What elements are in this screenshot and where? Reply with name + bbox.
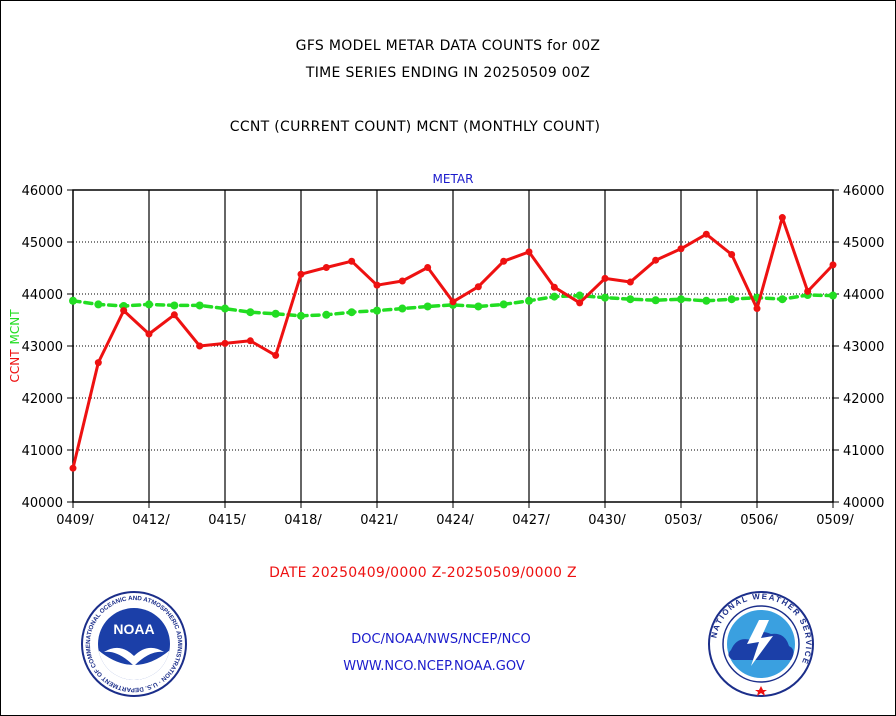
chart-title-line2: TIME SERIES ENDING IN 20250509 00Z	[305, 65, 591, 81]
data-point-ccnt	[272, 351, 280, 359]
data-point-mcnt	[246, 308, 255, 317]
data-point-ccnt	[601, 274, 609, 282]
y-tick-label-right: 43000	[843, 340, 884, 355]
x-tick-label: 0503/	[664, 513, 702, 528]
data-point-ccnt	[702, 230, 710, 238]
chart-title-line3: CCNT (CURRENT COUNT) MCNT (MONTHLY COUNT…	[229, 119, 601, 135]
y-tick-label-right: 44000	[843, 288, 884, 303]
date-range-label: DATE 20250409/0000 Z-20250509/0000 Z	[269, 565, 577, 581]
data-point-ccnt	[297, 270, 305, 278]
x-tick-label: 0509/	[816, 513, 854, 528]
data-point-ccnt	[728, 250, 736, 258]
data-point-ccnt	[626, 278, 634, 286]
x-tick-label: 0418/	[284, 513, 322, 528]
data-point-mcnt	[525, 296, 533, 305]
y-tick-label-right: 46000	[843, 184, 884, 199]
data-point-mcnt	[778, 295, 787, 304]
data-point-ccnt	[424, 263, 432, 271]
data-point-ccnt	[196, 342, 204, 350]
y-tick-label-left: 45000	[22, 236, 63, 251]
y-axis-label-mcnt: MCNT	[8, 309, 22, 345]
data-point-ccnt	[829, 261, 837, 269]
data-point-ccnt	[246, 337, 254, 345]
data-point-mcnt	[601, 293, 609, 302]
data-point-mcnt	[271, 309, 280, 318]
data-point-mcnt	[550, 292, 559, 301]
chart-title-line1: GFS MODEL METAR DATA COUNTS for 00Z	[295, 38, 601, 54]
data-point-ccnt	[652, 256, 660, 264]
y-tick-label-left: 42000	[22, 392, 63, 407]
y-tick-label-right: 40000	[843, 496, 884, 511]
data-point-mcnt	[702, 296, 711, 305]
data-point-mcnt	[677, 295, 685, 304]
noaa-logo-icon: NOAA NATIONAL OCEANIC AND ATMOSPHERIC AD…	[80, 590, 187, 697]
data-point-ccnt	[525, 248, 533, 256]
data-point-ccnt	[576, 299, 584, 307]
data-point-ccnt	[474, 283, 482, 291]
url-link[interactable]: WWW.NCO.NCEP.NOAA.GOV	[343, 659, 525, 674]
x-tick-label: 0415/	[208, 513, 246, 528]
x-tick-label: 0412/	[132, 513, 170, 528]
data-point-mcnt	[575, 291, 584, 300]
x-tick-label: 0427/	[512, 513, 550, 528]
y-tick-label-right: 42000	[843, 392, 884, 407]
data-point-mcnt	[221, 304, 229, 313]
data-point-ccnt	[449, 298, 457, 306]
data-point-ccnt	[778, 214, 786, 222]
data-point-mcnt	[297, 311, 305, 320]
data-point-ccnt	[373, 281, 381, 289]
data-point-mcnt	[398, 304, 407, 313]
data-point-mcnt	[94, 300, 103, 309]
y-axis-label-ccnt: CCNT	[8, 349, 22, 383]
data-point-ccnt	[677, 245, 685, 253]
y-tick-label-left: 44000	[22, 288, 63, 303]
data-point-mcnt	[195, 301, 204, 310]
x-tick-label: 0430/	[588, 513, 626, 528]
data-point-ccnt	[221, 339, 229, 347]
x-tick-label: 0506/	[740, 513, 778, 528]
y-tick-label-left: 40000	[22, 496, 63, 511]
data-point-mcnt	[322, 310, 331, 319]
data-point-ccnt	[753, 305, 761, 313]
data-point-ccnt	[348, 257, 356, 265]
data-point-mcnt	[373, 306, 381, 315]
data-point-mcnt	[423, 302, 432, 311]
data-point-ccnt	[120, 307, 128, 315]
y-tick-label-left: 43000	[22, 340, 63, 355]
data-point-ccnt	[804, 287, 812, 295]
data-point-mcnt	[474, 302, 483, 311]
data-point-ccnt	[500, 257, 508, 265]
data-point-ccnt	[322, 263, 330, 271]
x-tick-label: 0409/	[56, 513, 94, 528]
data-point-mcnt	[347, 308, 356, 317]
data-point-ccnt	[398, 277, 406, 285]
chart-subtitle: METAR	[433, 172, 474, 186]
data-point-mcnt	[727, 295, 736, 304]
data-point-mcnt	[170, 301, 179, 310]
data-point-mcnt	[651, 296, 660, 305]
x-tick-label: 0421/	[360, 513, 398, 528]
y-tick-label-right: 41000	[843, 444, 884, 459]
data-point-mcnt	[145, 300, 153, 309]
data-point-mcnt	[499, 300, 508, 309]
y-tick-label-left: 41000	[22, 444, 63, 459]
y-tick-label-left: 46000	[22, 184, 63, 199]
data-point-mcnt	[829, 291, 837, 300]
org-label: DOC/NOAA/NWS/NCEP/NCO	[351, 632, 531, 647]
data-point-ccnt	[94, 359, 102, 367]
x-tick-label: 0424/	[436, 513, 474, 528]
data-point-ccnt	[69, 464, 77, 472]
data-point-mcnt	[69, 296, 77, 305]
data-point-ccnt	[550, 283, 558, 291]
data-point-ccnt	[170, 311, 178, 319]
data-point-ccnt	[145, 330, 153, 338]
nws-logo-icon: NATIONAL WEATHER SERVICE	[708, 591, 814, 697]
y-tick-label-right: 45000	[843, 236, 884, 251]
svg-text:NOAA: NOAA	[113, 621, 154, 637]
data-point-mcnt	[626, 295, 635, 304]
